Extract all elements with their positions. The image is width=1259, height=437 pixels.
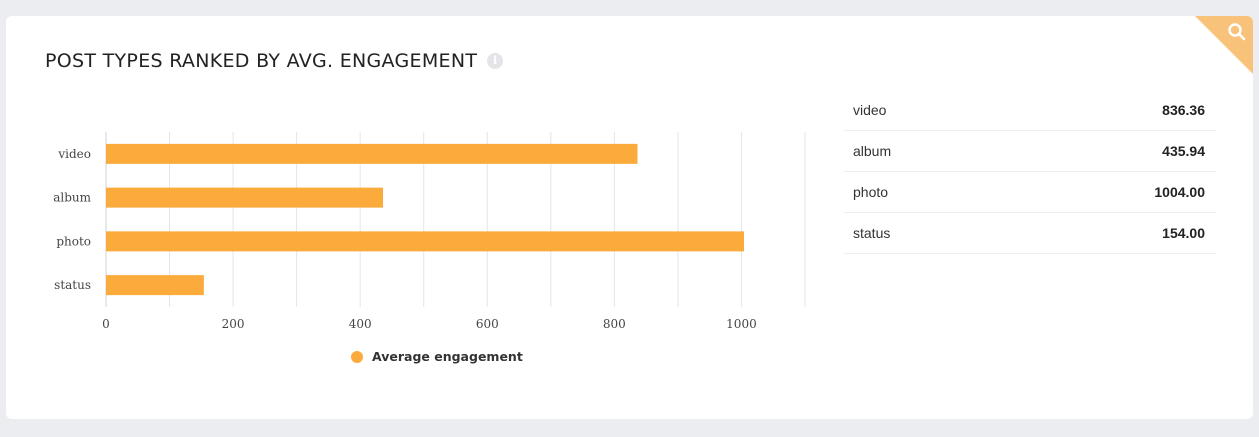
bar-album: [106, 187, 384, 208]
summary-label: video: [853, 102, 887, 118]
summary-value: 154.00: [1162, 225, 1205, 241]
x-tick-label: 600: [476, 317, 499, 331]
category-label: video: [57, 147, 91, 161]
summary-label: status: [853, 225, 891, 241]
x-tick-label: 1000: [726, 317, 757, 331]
summary-value: 1004.00: [1154, 184, 1205, 200]
summary-label: photo: [853, 184, 889, 200]
summary-value: 836.36: [1162, 102, 1205, 118]
category-label: photo: [56, 234, 91, 248]
bar-chart: 0 200 400 600 800 1000 video album photo status: [53, 132, 806, 331]
category-label: status: [54, 278, 91, 292]
summary-table: video 836.36 album 435.94 photo 1004.00 status…: [844, 90, 1216, 254]
x-tick-label: 0: [102, 317, 110, 331]
summary-value: 435.94: [1162, 143, 1205, 159]
x-tick-label: 400: [349, 317, 372, 331]
widget-title: POST TYPES RANKED BY AVG. ENGAGEMENT i: [45, 50, 504, 72]
summary-label: album: [853, 143, 892, 159]
summary-row: photo 1004.00: [844, 172, 1216, 213]
summary-row: video 836.36: [844, 90, 1216, 131]
category-label: album: [53, 191, 91, 205]
info-icon[interactable]: i: [487, 53, 504, 69]
bar-photo: [106, 231, 744, 252]
corner-tab[interactable]: [1195, 16, 1253, 74]
x-tick-label: 200: [222, 317, 245, 331]
summary-row: status 154.00: [844, 213, 1216, 254]
title-text: POST TYPES RANKED BY AVG. ENGAGEMENT: [45, 50, 478, 72]
legend-item[interactable]: Average engagement: [351, 349, 523, 364]
legend-label: Average engagement: [372, 349, 523, 364]
legend-marker: [351, 350, 363, 363]
bar-status: [106, 275, 204, 296]
search-icon[interactable]: [1227, 22, 1247, 42]
bar-video: [106, 143, 638, 164]
engagement-card: POST TYPES RANKED BY AVG. ENGAGEMENT i 0…: [6, 16, 1253, 419]
x-tick-label: 800: [603, 317, 626, 331]
summary-row: album 435.94: [844, 131, 1216, 172]
